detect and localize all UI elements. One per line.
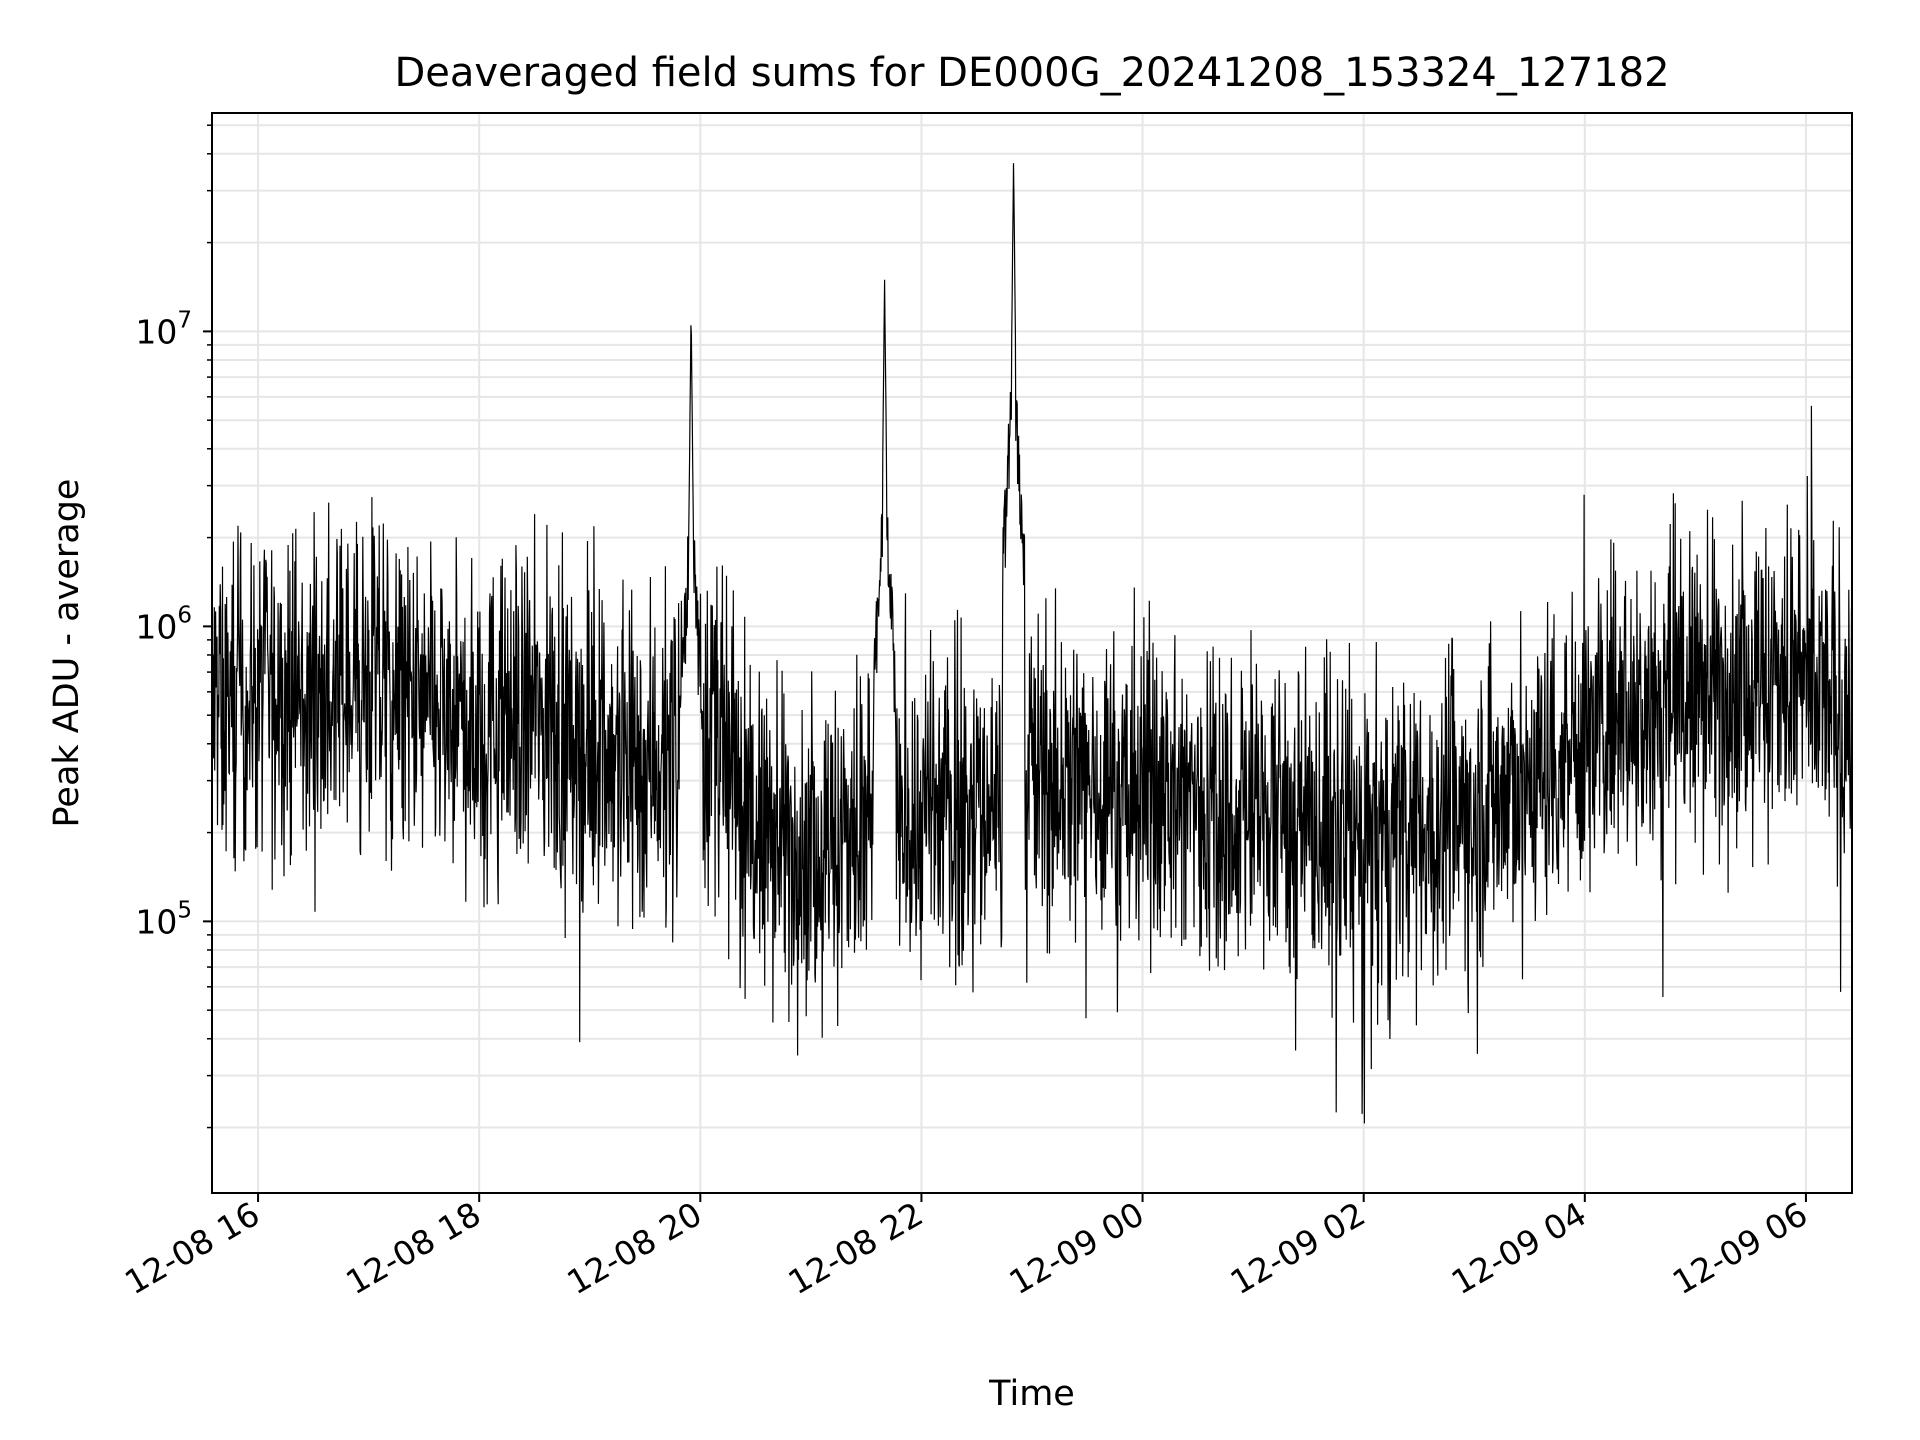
y-axis: 105 106 107 <box>135 124 212 1129</box>
chart-title: Deaveraged field sums for DE000G_2024120… <box>394 50 1669 96</box>
plot-frame <box>211 112 1853 1194</box>
series-line <box>211 163 1853 1124</box>
y-axis-label: Peak ADU - average <box>47 479 87 828</box>
y-tick-label: 105 <box>135 897 192 941</box>
y-tick-label: 106 <box>135 602 192 646</box>
y-tick-label: 107 <box>135 307 192 351</box>
x-axis-label: Time <box>988 1374 1075 1414</box>
series-layer <box>211 163 1853 1124</box>
